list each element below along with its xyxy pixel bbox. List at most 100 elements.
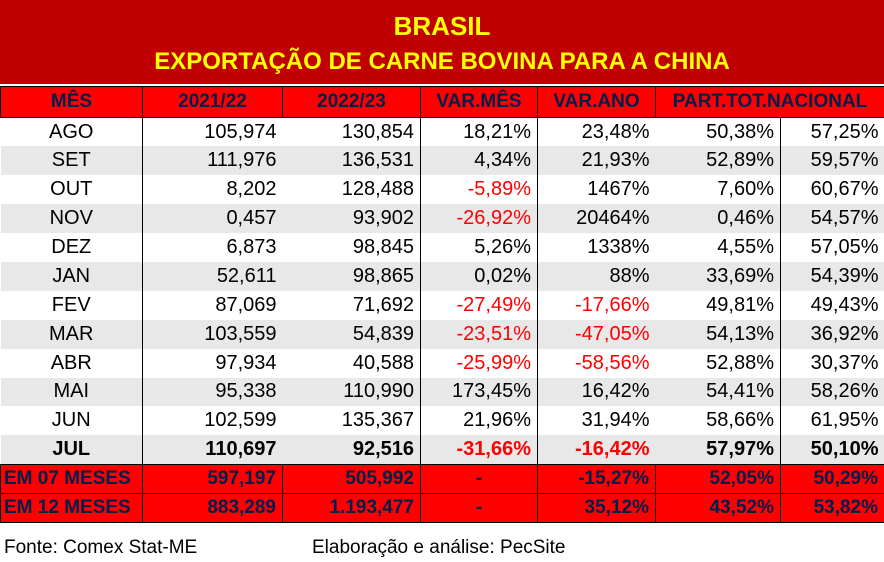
table-row: JAN 52,611 98,865 0,02% 88% 33,69% 54,39% [0, 261, 884, 291]
table-row: JUL 110,697 92,516 -31,66% -16,42% 57,97% 50,1… [0, 435, 884, 465]
footer: Fonte: Comex Stat-ME Elaboração e anális… [0, 533, 884, 562]
value-cell: -5,89% [420, 175, 538, 205]
export-data-table: MÊS 2021/22 2022/23 VAR.MÊS VAR.ANO PART… [0, 86, 884, 523]
header-2021-22: 2021/22 [142, 86, 283, 118]
total-value-cell: 50,29% [779, 463, 884, 494]
value-cell: 21,93% [537, 146, 656, 176]
table-row: DEZ 6,873 98,845 5,26% 1338% 4,55% 57,05% [0, 233, 884, 262]
month-cell: DEZ [0, 233, 143, 262]
table-row: OUT 8,202 128,488 -5,89% 1467% 7,60% 60,67% [0, 175, 884, 205]
total-value-cell: 52,05% [655, 463, 781, 494]
total-value-cell: -15,27% [537, 463, 656, 494]
value-cell: 54,41% [655, 377, 781, 407]
month-cell: AGO [0, 117, 143, 147]
value-cell: 52,89% [655, 146, 781, 176]
value-cell: 21,96% [420, 406, 538, 436]
value-cell: 31,94% [581, 409, 650, 432]
value-cell: 6,873 [226, 236, 277, 258]
page-subtitle: EXPORTAÇÃO DE CARNE BOVINA PARA A CHINA [154, 48, 730, 75]
value-cell: -25,99% [420, 348, 538, 378]
value-cell: 1467% [587, 178, 650, 201]
total-value-cell: 43,52% [655, 492, 781, 523]
value-cell: 110,697 [142, 435, 283, 465]
table-row: NOV 0,457 93,902 -26,92% 20464% 0,46% 54,57% [0, 204, 884, 234]
value-cell: 57,97% [655, 435, 781, 465]
value-cell: 0,457 [142, 204, 283, 234]
value-cell: 49,81% [655, 290, 781, 320]
value-cell: 57,25% [810, 120, 879, 143]
header-var-mes: VAR.MÊS [420, 86, 538, 118]
value-cell: 54,57% [780, 204, 884, 234]
table-body: AGO 105,974 130,854 18,21% 23,48% 50,38% 57,25… [0, 117, 884, 465]
value-cell: 71,692 [282, 290, 421, 320]
value-cell: 50,38% [655, 117, 781, 147]
table-row: AGO 105,974 130,854 18,21% 23,48% 50,38% 57,25… [0, 117, 884, 147]
total-value-cell: 883,289 [142, 492, 283, 523]
value-cell: 8,202 [226, 178, 277, 201]
total-value-cell: - [420, 463, 538, 494]
table-row: MAI 95,338 110,990 173,45% 16,42% 54,41% 58,26… [0, 377, 884, 407]
value-cell: 18,21% [420, 117, 538, 147]
value-cell: 57,05% [810, 236, 879, 258]
value-cell: 54,839 [282, 319, 421, 349]
value-cell: 33,69% [655, 261, 781, 291]
value-cell: 4,34% [420, 146, 538, 176]
total-value-cell: 53,82% [779, 492, 884, 523]
value-cell: 40,588 [282, 348, 421, 378]
value-cell: 50,10% [780, 435, 884, 465]
value-cell: -58,56% [575, 351, 650, 374]
table-header-row: MÊS 2021/22 2022/23 VAR.MÊS VAR.ANO PART… [0, 86, 884, 118]
month-cell: SET [0, 146, 143, 176]
value-cell: 93,902 [282, 204, 421, 234]
value-cell: 4,55% [655, 233, 781, 262]
value-cell: 98,845 [282, 233, 421, 262]
value-cell: 58,26% [780, 377, 884, 407]
value-cell: -47,05% [537, 319, 656, 349]
month-cell: FEV [0, 290, 143, 320]
total-value-cell: 1.193,477 [282, 492, 421, 523]
month-cell: NOV [0, 204, 143, 234]
value-cell: 173,45% [420, 377, 538, 407]
table-totals: EM 07 MESES 597,197 505,992- -15,27% 52,05% 5… [0, 463, 884, 523]
value-cell: 130,854 [282, 117, 421, 147]
value-cell: 98,865 [282, 261, 421, 291]
value-cell: -16,42% [537, 435, 656, 465]
table-row: SET 111,976 136,531 4,34% 21,93% 52,89% 59,57% [0, 146, 884, 176]
value-cell: 88% [537, 261, 656, 291]
value-cell: 16,42% [537, 377, 656, 407]
header-var-ano: VAR.ANO [537, 86, 656, 118]
table-row: JUN 102,599 135,367 21,96% 31,94% 58,66% 61,95… [0, 406, 884, 436]
value-cell: 23,48% [581, 120, 650, 143]
month-cell: JAN [0, 261, 143, 291]
value-cell: 0,02% [420, 261, 538, 291]
elaboration-note: Elaboração e análise: PecSite [312, 537, 566, 558]
month-cell: MAI [0, 377, 143, 407]
title-banner: BRASIL EXPORTAÇÃO DE CARNE BOVINA PARA A… [0, 0, 884, 84]
month-cell: MAR [0, 319, 143, 349]
value-cell: 36,92% [780, 319, 884, 349]
value-cell: 58,66% [655, 406, 781, 436]
value-cell: 136,531 [282, 146, 421, 176]
value-cell: 49,43% [810, 293, 879, 316]
value-cell: 97,934 [215, 351, 277, 374]
value-cell: 20464% [537, 204, 656, 234]
total-row: EM 07 MESES 597,197 505,992- -15,27% 52,05% 5… [0, 463, 884, 494]
month-cell: OUT [0, 175, 143, 205]
value-cell: 60,67% [810, 178, 879, 201]
total-row: EM 12 MESES 883,289 1.193,477-35,12% 43,52%… [0, 492, 884, 523]
total-label-cell: EM 07 MESES [0, 463, 143, 494]
month-cell: ABR [0, 348, 143, 378]
value-cell: -31,66% [420, 435, 538, 465]
value-cell: 30,37% [810, 351, 879, 374]
value-cell: -17,66% [575, 293, 650, 316]
value-cell: 52,88% [655, 348, 781, 378]
value-cell: 102,599 [204, 409, 277, 432]
value-cell: 5,26% [420, 233, 538, 262]
page-title: BRASIL [393, 11, 491, 41]
header-part-tot-nacional: PART.TOT.NACIONAL [654, 86, 884, 118]
value-cell: 54,39% [780, 261, 884, 291]
header-2022-23: 2022/23 [282, 86, 421, 118]
table-row: FEV 87,069 71,692 -27,49% -17,66% 49,81% 49,43… [0, 290, 884, 320]
value-cell: 87,069 [215, 293, 277, 316]
